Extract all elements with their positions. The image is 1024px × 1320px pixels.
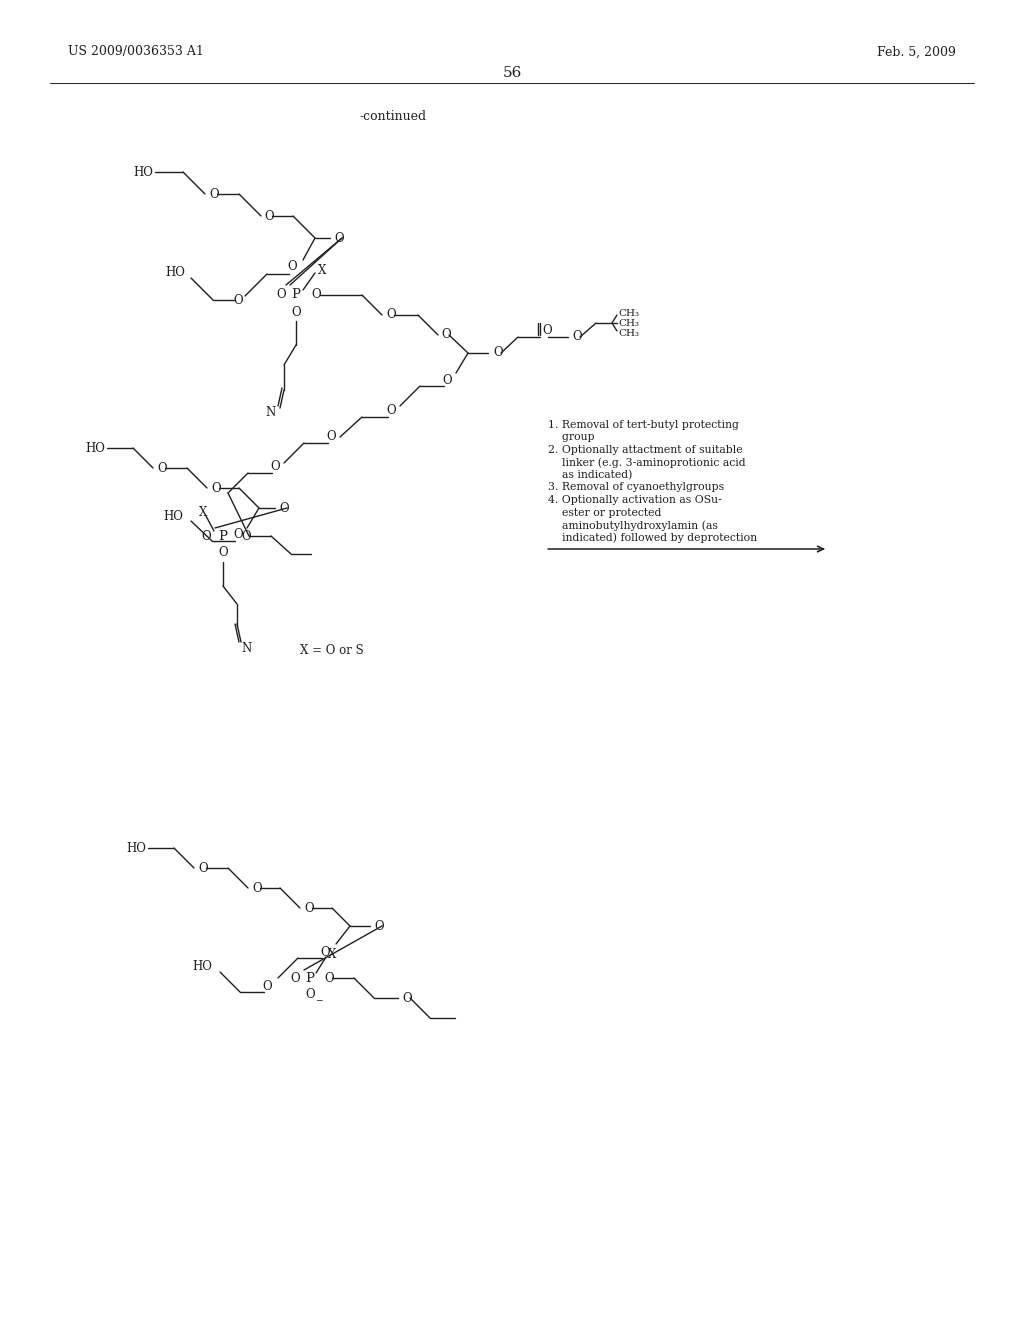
- Text: O: O: [291, 305, 301, 318]
- Text: HO: HO: [133, 165, 153, 178]
- Text: P: P: [218, 529, 227, 543]
- Text: HO: HO: [85, 441, 105, 454]
- Text: O: O: [209, 187, 219, 201]
- Text: O: O: [198, 862, 208, 874]
- Text: O: O: [291, 972, 300, 985]
- Text: O: O: [157, 462, 167, 474]
- Text: HO: HO: [193, 960, 212, 973]
- Text: O: O: [252, 882, 261, 895]
- Text: CH₃: CH₃: [618, 309, 639, 318]
- Text: O: O: [442, 374, 452, 387]
- Text: O: O: [334, 231, 344, 244]
- Text: aminobutylhydroxylamin (as: aminobutylhydroxylamin (as: [548, 520, 718, 531]
- Text: O: O: [374, 920, 384, 932]
- Text: O: O: [288, 260, 297, 273]
- Text: O: O: [386, 309, 395, 322]
- Text: O: O: [305, 989, 314, 1002]
- Text: O: O: [402, 991, 412, 1005]
- Text: HO: HO: [163, 510, 183, 523]
- Text: O: O: [321, 945, 330, 958]
- Text: X = O or S: X = O or S: [300, 644, 364, 656]
- Text: HO: HO: [165, 265, 185, 279]
- Text: O: O: [241, 529, 251, 543]
- Text: O: O: [304, 902, 313, 915]
- Text: O: O: [327, 430, 336, 444]
- Text: indicated) followed by deprotection: indicated) followed by deprotection: [548, 532, 757, 543]
- Text: group: group: [548, 433, 595, 442]
- Text: N: N: [241, 643, 251, 656]
- Text: linker (e.g. 3-aminoprotionic acid: linker (e.g. 3-aminoprotionic acid: [548, 458, 745, 469]
- Text: O: O: [262, 979, 272, 993]
- Text: CH₃: CH₃: [618, 318, 639, 327]
- Text: O: O: [493, 346, 503, 359]
- Text: 3. Removal of cyanoethylgroups: 3. Removal of cyanoethylgroups: [548, 483, 724, 492]
- Text: US 2009/0036353 A1: US 2009/0036353 A1: [68, 45, 204, 58]
- Text: X: X: [199, 507, 207, 520]
- Text: Feb. 5, 2009: Feb. 5, 2009: [878, 45, 956, 58]
- Text: O: O: [211, 482, 220, 495]
- Text: O: O: [386, 404, 396, 417]
- Text: HO: HO: [126, 842, 146, 854]
- Text: O: O: [276, 289, 286, 301]
- Text: 1. Removal of tert-butyl protecting: 1. Removal of tert-butyl protecting: [548, 420, 739, 430]
- Text: X: X: [328, 948, 336, 961]
- Text: O: O: [572, 330, 582, 343]
- Text: 2. Optionally attactment of suitable: 2. Optionally attactment of suitable: [548, 445, 742, 455]
- Text: 56: 56: [503, 66, 521, 81]
- Text: O: O: [202, 529, 211, 543]
- Text: 4. Optionally activation as OSu-: 4. Optionally activation as OSu-: [548, 495, 722, 506]
- Text: P: P: [305, 972, 314, 985]
- Text: O: O: [233, 528, 243, 541]
- Text: O: O: [311, 289, 321, 301]
- Text: -continued: -continued: [359, 111, 427, 124]
- Text: O: O: [218, 546, 227, 560]
- Text: as indicated): as indicated): [548, 470, 633, 480]
- Text: N: N: [266, 407, 276, 420]
- Text: P: P: [292, 289, 300, 301]
- Text: O: O: [233, 293, 243, 306]
- Text: O: O: [279, 502, 289, 515]
- Text: −: −: [315, 995, 323, 1005]
- Text: ester or protected: ester or protected: [548, 507, 662, 517]
- Text: X: X: [318, 264, 327, 276]
- Text: O: O: [324, 972, 334, 985]
- Text: O: O: [270, 461, 280, 474]
- Text: O: O: [542, 323, 552, 337]
- Text: CH₃: CH₃: [618, 329, 639, 338]
- Text: O: O: [441, 329, 451, 342]
- Text: O: O: [264, 210, 273, 223]
